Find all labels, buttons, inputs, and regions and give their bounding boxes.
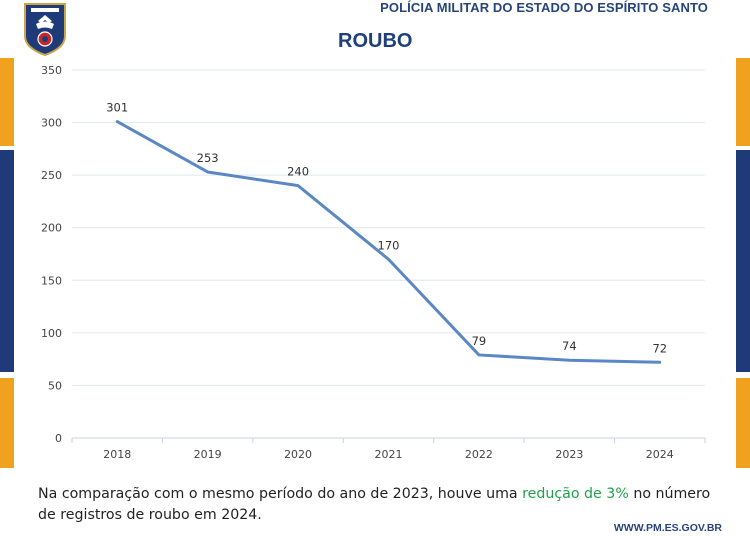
right-orange-bar-top — [736, 58, 750, 146]
left-navy-bar — [0, 150, 14, 372]
data-labels: 301 253 240 170 79 74 72 — [106, 101, 667, 356]
y-tick-label: 50 — [48, 379, 62, 392]
y-tick-label: 250 — [41, 169, 62, 182]
top-strip — [0, 0, 750, 14]
slide-title: ROUBO — [338, 30, 413, 52]
y-tick-label: 300 — [41, 117, 62, 130]
x-axis-ticks: 2018 2019 2020 2021 2022 2023 2024 — [71, 438, 706, 461]
y-tick-label: 0 — [55, 432, 62, 445]
y-axis-ticks: 0 50 100 150 200 250 300 350 — [41, 64, 62, 445]
comparison-caption: Na comparação com o mesmo período do ano… — [38, 484, 728, 526]
data-label: 74 — [562, 339, 577, 353]
right-orange-bar-bottom — [736, 378, 750, 468]
data-label: 79 — [472, 334, 487, 348]
pmes-badge-logo — [24, 3, 66, 56]
y-tick-label: 200 — [41, 222, 62, 235]
x-tick-label: 2018 — [103, 448, 131, 461]
series-line — [115, 120, 662, 364]
data-label: 301 — [106, 101, 128, 115]
x-tick-label: 2024 — [646, 448, 674, 461]
gridlines — [72, 69, 705, 439]
x-tick-label: 2019 — [194, 448, 222, 461]
y-tick-label: 150 — [41, 274, 62, 287]
y-tick-label: 100 — [41, 327, 62, 340]
x-tick-label: 2023 — [555, 448, 583, 461]
left-orange-bar-top — [0, 58, 14, 146]
x-tick-label: 2022 — [465, 448, 493, 461]
x-tick-label: 2020 — [284, 448, 312, 461]
series-line-layer — [115, 120, 662, 364]
x-tick-label: 2021 — [375, 448, 403, 461]
data-label: 253 — [197, 151, 219, 165]
data-label: 72 — [652, 341, 667, 355]
left-orange-bar-bottom — [0, 378, 14, 468]
caption-highlight-reduction: redução de 3% — [522, 486, 629, 502]
footer-website[interactable]: WWW.PM.ES.GOV.BR — [613, 522, 722, 534]
y-tick-label: 350 — [41, 64, 62, 77]
caption-text-after: no número de registros de roubo em 2024. — [38, 486, 711, 523]
caption-text-before: Na comparação com o mesmo período do ano… — [38, 486, 523, 502]
data-label: 240 — [287, 165, 309, 179]
right-navy-bar — [736, 150, 750, 372]
data-label: 170 — [378, 238, 400, 252]
organization-title: POLÍCIA MILITAR DO ESTADO DO ESPÍRITO SA… — [380, 0, 708, 15]
